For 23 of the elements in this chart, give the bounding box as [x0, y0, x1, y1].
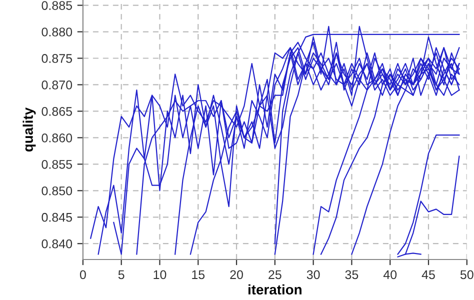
- x-axis-title: iteration: [248, 284, 302, 295]
- x-tick-label: 35: [345, 270, 358, 280]
- y-tick-label: 0.880: [42, 28, 72, 36]
- y-tick-label: 0.855: [42, 160, 72, 169]
- x-tick-label: 0: [80, 270, 86, 280]
- y-tick-label: 0.860: [42, 133, 72, 142]
- y-tick-label: 0.875: [42, 54, 72, 63]
- x-tick-label: 30: [306, 270, 320, 280]
- y-tick-label: 0.840: [42, 239, 72, 248]
- y-axis-title: quality: [22, 107, 36, 152]
- x-tick-label: 15: [192, 270, 205, 280]
- y-tick-label: 0.845: [42, 212, 72, 222]
- y-tick-label: 0.865: [42, 107, 72, 116]
- x-tick-label: 10: [154, 270, 166, 280]
- x-tick-label: 25: [268, 270, 282, 280]
- y-tick-label: 0.870: [42, 80, 72, 90]
- y-tick-label: 0.850: [42, 186, 72, 196]
- x-tick-label: 40: [383, 270, 397, 280]
- x-tick-label: 45: [422, 270, 435, 280]
- x-tick-label: 20: [230, 270, 243, 280]
- x-tick-label: 50: [460, 270, 474, 280]
- x-tick-label: 5: [118, 270, 124, 280]
- y-tick-label: 0.885: [42, 1, 72, 10]
